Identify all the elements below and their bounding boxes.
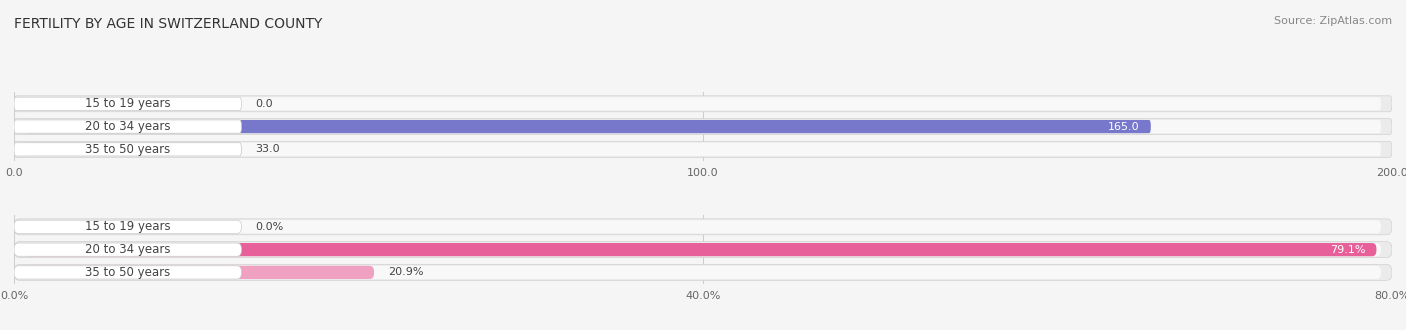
FancyBboxPatch shape: [25, 143, 242, 156]
FancyBboxPatch shape: [14, 120, 242, 133]
Text: 0.0%: 0.0%: [256, 222, 284, 232]
FancyBboxPatch shape: [25, 266, 1381, 279]
Text: 0.0: 0.0: [256, 99, 273, 109]
Text: Source: ZipAtlas.com: Source: ZipAtlas.com: [1274, 16, 1392, 26]
Text: 35 to 50 years: 35 to 50 years: [86, 266, 170, 279]
FancyBboxPatch shape: [14, 220, 242, 233]
FancyBboxPatch shape: [25, 97, 1381, 111]
FancyBboxPatch shape: [14, 266, 242, 279]
FancyBboxPatch shape: [14, 141, 1392, 157]
FancyBboxPatch shape: [14, 143, 242, 156]
Text: 15 to 19 years: 15 to 19 years: [84, 220, 170, 233]
Text: 20 to 34 years: 20 to 34 years: [84, 243, 170, 256]
FancyBboxPatch shape: [25, 120, 1381, 133]
FancyBboxPatch shape: [25, 143, 1381, 156]
FancyBboxPatch shape: [25, 120, 1152, 133]
FancyBboxPatch shape: [14, 264, 1392, 280]
FancyBboxPatch shape: [25, 220, 1381, 233]
FancyBboxPatch shape: [25, 243, 1376, 256]
FancyBboxPatch shape: [14, 243, 242, 256]
FancyBboxPatch shape: [25, 266, 374, 279]
FancyBboxPatch shape: [14, 242, 1392, 258]
Text: 35 to 50 years: 35 to 50 years: [86, 143, 170, 156]
Text: 15 to 19 years: 15 to 19 years: [84, 97, 170, 110]
Text: 79.1%: 79.1%: [1330, 245, 1365, 255]
Text: 165.0: 165.0: [1108, 121, 1140, 132]
Text: 20.9%: 20.9%: [388, 267, 423, 278]
FancyBboxPatch shape: [14, 97, 242, 111]
FancyBboxPatch shape: [14, 96, 1392, 112]
FancyBboxPatch shape: [14, 219, 1392, 235]
FancyBboxPatch shape: [14, 118, 1392, 135]
Text: 20 to 34 years: 20 to 34 years: [84, 120, 170, 133]
FancyBboxPatch shape: [25, 243, 1381, 256]
Text: FERTILITY BY AGE IN SWITZERLAND COUNTY: FERTILITY BY AGE IN SWITZERLAND COUNTY: [14, 16, 322, 30]
Text: 33.0: 33.0: [256, 144, 280, 154]
